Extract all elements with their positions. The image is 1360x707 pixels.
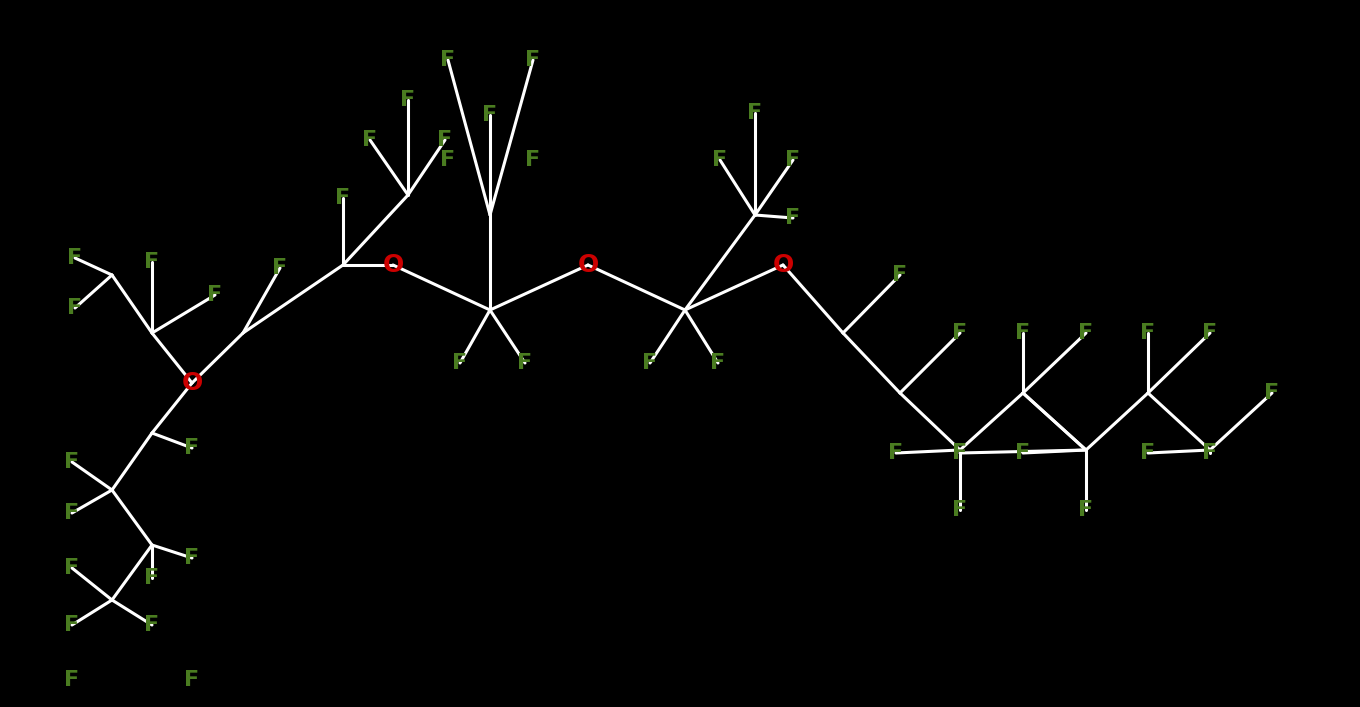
Text: F: F	[1078, 500, 1093, 520]
Text: F: F	[888, 443, 903, 463]
Text: F: F	[1202, 443, 1217, 463]
Text: F: F	[144, 568, 159, 588]
Text: F: F	[1016, 323, 1031, 343]
Text: F: F	[185, 438, 200, 458]
Text: F: F	[64, 452, 80, 472]
Text: F: F	[64, 558, 80, 578]
Text: F: F	[892, 265, 907, 285]
Text: F: F	[64, 503, 80, 523]
Text: F: F	[68, 298, 83, 318]
Text: F: F	[525, 150, 540, 170]
Text: F: F	[952, 443, 967, 463]
Text: O: O	[578, 253, 598, 277]
Text: F: F	[1202, 323, 1217, 343]
Text: F: F	[400, 90, 416, 110]
Text: F: F	[453, 353, 468, 373]
Text: O: O	[181, 371, 203, 395]
Text: F: F	[185, 670, 200, 690]
Text: F: F	[952, 323, 967, 343]
Text: F: F	[441, 50, 456, 70]
Text: F: F	[1141, 323, 1156, 343]
Text: F: F	[144, 252, 159, 272]
Text: F: F	[68, 248, 83, 268]
Text: F: F	[64, 670, 80, 690]
Text: F: F	[517, 353, 533, 373]
Text: F: F	[710, 353, 726, 373]
Text: F: F	[336, 188, 351, 208]
Text: F: F	[1141, 443, 1156, 463]
Text: F: F	[952, 500, 967, 520]
Text: F: F	[1078, 323, 1093, 343]
Text: F: F	[438, 130, 453, 150]
Text: F: F	[64, 615, 80, 635]
Text: F: F	[786, 150, 801, 170]
Text: F: F	[483, 105, 498, 125]
Text: F: F	[1016, 443, 1031, 463]
Text: F: F	[185, 548, 200, 568]
Text: F: F	[362, 130, 378, 150]
Text: F: F	[525, 50, 540, 70]
Text: F: F	[786, 208, 801, 228]
Text: F: F	[642, 353, 658, 373]
Text: F: F	[208, 285, 223, 305]
Text: F: F	[748, 103, 763, 123]
Text: F: F	[144, 615, 159, 635]
Text: F: F	[713, 150, 728, 170]
Text: F: F	[272, 258, 287, 278]
Text: F: F	[1265, 383, 1280, 403]
Text: F: F	[441, 150, 456, 170]
Text: O: O	[382, 253, 404, 277]
Text: O: O	[772, 253, 794, 277]
